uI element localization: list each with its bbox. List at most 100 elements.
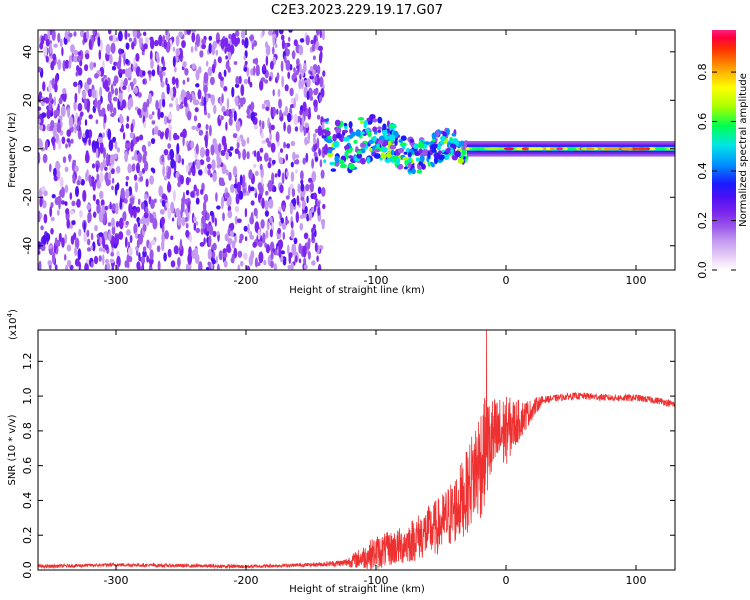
heat-cell [341,129,349,134]
heat-cell [86,169,89,178]
heat-cell [321,129,327,133]
heat-cell [94,224,98,232]
heat-cell [278,206,282,212]
heat-cell [109,54,113,65]
heat-cell [365,128,371,133]
heat-cell [461,150,467,156]
heat-cell [321,121,325,131]
heat-cell [200,188,204,195]
heat-cell [254,221,260,234]
heat-cell [64,59,70,69]
heat-cell [127,246,133,257]
heat-cell [274,43,278,48]
heat-cell [76,198,81,208]
heat-cell [170,158,176,169]
heat-cell [87,238,91,246]
heat-cell [73,119,78,127]
heat-cell [223,141,227,153]
heat-cell [86,204,92,210]
heat-cell [307,131,311,141]
heat-cell [135,53,140,62]
heat-cell [416,169,423,174]
heat-cell [142,250,147,258]
heat-cell [446,128,450,136]
heat-cell [245,267,250,270]
heat-cell [190,46,194,53]
heat-cell [290,221,294,229]
heat-cell [327,148,333,154]
heat-cell [187,110,192,121]
heat-cell [305,152,309,163]
colorbar-tick-label: 0.0 [696,261,709,279]
x-tick-label: -300 [104,574,129,587]
heat-cell [101,77,105,83]
heat-cell [229,230,234,238]
heat-cell [250,68,254,76]
heat-cell [151,69,156,77]
heat-cell [230,257,235,264]
heat-cell [161,193,167,200]
heat-cell [333,140,340,148]
heat-cell [268,76,272,82]
heat-cell [61,136,66,145]
heat-cell [125,181,129,187]
heat-cell [48,92,53,102]
heat-cell [270,142,276,153]
heat-cell [136,162,140,174]
heat-cell [194,44,198,52]
heat-cell [156,245,161,253]
heat-cell [193,115,198,122]
spectrogram-x-ticks: -300 -200 -100 0 100 [104,30,647,287]
heat-cell [303,232,309,240]
heat-cell [234,215,238,225]
heat-cell [211,63,216,74]
heat-cell [304,206,308,214]
heat-cell [99,172,104,183]
heat-cell [197,122,202,129]
heat-cell [183,96,188,108]
y-tick-label: 0.4 [21,492,34,510]
heat-cell [270,124,275,131]
heat-cell [267,30,273,36]
heat-cell [104,205,109,211]
heat-cell [323,159,327,164]
heat-cell [139,37,142,50]
heat-cell [167,207,172,220]
heat-cell [163,39,167,50]
heat-cell [99,236,103,245]
heat-cell [107,91,112,103]
heat-cell [228,171,232,181]
heat-cell [130,209,135,216]
heat-cell [143,31,147,36]
heat-cell [288,186,291,199]
heat-cell [180,132,184,138]
heat-cell [77,103,83,112]
heat-cell [125,220,129,226]
heat-cell [289,87,294,97]
heat-cell [185,229,190,238]
heat-cell [99,190,104,200]
heat-cell [221,105,226,113]
heat-cell [286,143,291,149]
heat-cell [227,237,233,245]
heat-cell [208,42,212,54]
heat-cell [151,111,155,116]
heat-cell [142,224,147,232]
heat-cell [73,49,79,56]
y-tick-label: 1.2 [21,353,34,371]
heat-cell [88,39,92,50]
heat-cell [98,247,104,252]
heat-cell [108,30,112,35]
heat-cell [160,131,164,140]
heat-cell [43,46,48,56]
heat-cell [204,166,208,174]
heat-cell [97,136,103,144]
heat-cell [223,86,228,92]
heat-cell [141,168,146,174]
heat-cell [160,111,164,118]
heat-cell [264,242,267,248]
heat-cell [236,181,241,194]
heat-cell [401,144,406,150]
heat-cell [321,30,325,41]
